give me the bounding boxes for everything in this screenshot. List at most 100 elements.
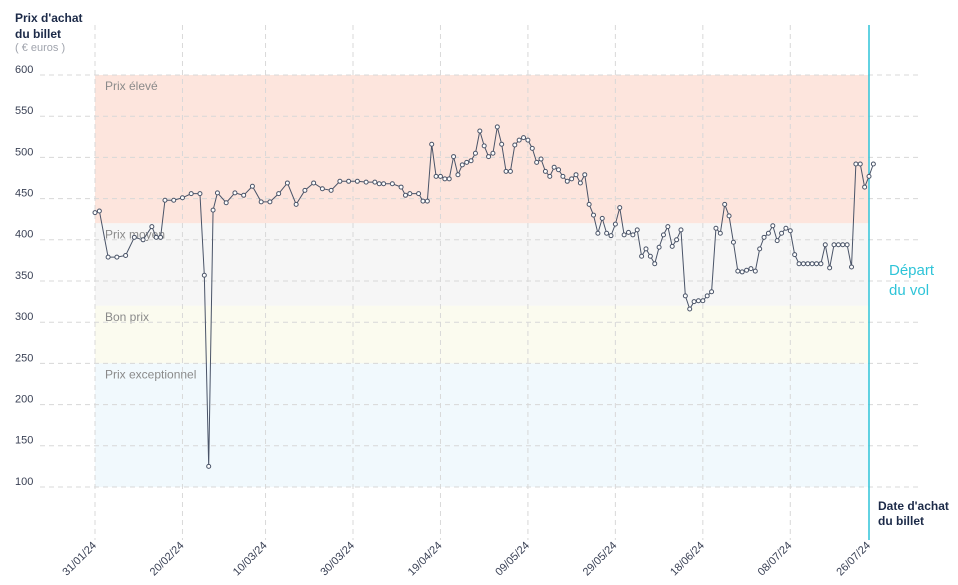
price-point — [429, 141, 435, 147]
price-band — [95, 363, 869, 487]
price-point — [437, 173, 443, 179]
price-point — [123, 252, 129, 258]
x-tick-label: 18/06/24 — [668, 540, 707, 579]
x-tick-label: 19/04/24 — [406, 540, 445, 579]
price-point — [660, 232, 666, 238]
price-point — [420, 198, 426, 204]
y-tick-label: 400 — [15, 229, 33, 241]
price-point — [687, 306, 693, 312]
price-point — [577, 180, 583, 186]
price-point — [446, 176, 452, 182]
price-point — [757, 246, 763, 252]
y-tick-label: 500 — [15, 146, 33, 158]
price-point — [337, 178, 343, 184]
price-point — [621, 232, 627, 238]
price-point — [652, 261, 658, 267]
price-point — [346, 178, 352, 184]
y-tick-label: 350 — [15, 270, 33, 282]
band-label: Prix moyen — [105, 227, 165, 241]
price-point — [547, 173, 553, 179]
price-point — [376, 181, 382, 187]
price-point — [486, 154, 492, 160]
price-point — [564, 178, 570, 184]
band-label: Prix élevé — [105, 79, 158, 93]
price-point — [516, 137, 522, 143]
price-point — [131, 234, 137, 240]
price-point — [551, 164, 557, 170]
price-point — [599, 215, 605, 221]
price-point — [674, 237, 680, 243]
price-point — [814, 261, 820, 267]
price-point — [822, 242, 828, 248]
departure-label: du vol — [889, 282, 929, 299]
price-point — [796, 261, 802, 267]
price-point — [503, 168, 509, 174]
y-tick-label: 250 — [15, 352, 33, 364]
departure-label: Départ — [889, 262, 935, 279]
price-point — [625, 229, 631, 235]
price-point — [604, 230, 610, 236]
price-point — [210, 207, 216, 213]
y-axis-title: Prix d'achat — [15, 11, 83, 25]
price-point — [328, 187, 334, 193]
price-point — [477, 128, 483, 134]
price-point — [818, 261, 824, 267]
price-point — [179, 195, 185, 201]
price-point — [844, 242, 850, 248]
y-tick-label: 300 — [15, 311, 33, 323]
price-point — [206, 463, 212, 469]
price-point — [744, 267, 750, 273]
x-axis-title: Date d'achat — [878, 499, 949, 513]
x-tick-label: 31/01/24 — [60, 540, 99, 579]
price-point — [630, 232, 636, 238]
price-point — [521, 135, 527, 141]
price-point — [149, 224, 155, 230]
price-point — [459, 162, 465, 168]
price-band — [95, 223, 869, 306]
price-point — [695, 298, 701, 304]
price-point — [582, 172, 588, 178]
price-point — [381, 181, 387, 187]
price-point — [201, 272, 207, 278]
price-point — [258, 199, 264, 205]
price-point — [774, 238, 780, 244]
price-point — [831, 242, 837, 248]
price-point — [442, 176, 448, 182]
price-point — [114, 254, 120, 260]
y-axis-title: du billet — [15, 27, 61, 41]
price-point — [293, 201, 299, 207]
price-point — [809, 261, 815, 267]
price-point — [866, 173, 872, 179]
price-point — [512, 142, 518, 148]
price-point — [857, 161, 863, 167]
price-point — [853, 161, 859, 167]
price-point — [569, 176, 575, 182]
price-point — [188, 191, 194, 197]
y-tick-label: 100 — [15, 476, 33, 488]
price-line — [94, 126, 874, 467]
price-point — [656, 244, 662, 250]
price-point — [468, 158, 474, 164]
price-point — [761, 234, 767, 240]
price-point — [591, 212, 597, 218]
price-point — [617, 205, 623, 211]
price-point — [158, 234, 164, 240]
price-point — [647, 253, 653, 259]
x-tick-label: 09/05/24 — [493, 540, 532, 579]
price-point — [402, 192, 408, 198]
price-point — [416, 191, 422, 197]
price-point — [302, 187, 308, 193]
price-point — [862, 184, 868, 190]
price-point — [494, 124, 500, 130]
price-point — [451, 154, 457, 160]
x-tick-label: 29/05/24 — [581, 540, 620, 579]
price-point — [556, 167, 562, 173]
price-point — [726, 213, 732, 219]
price-point — [748, 266, 754, 272]
price-point — [534, 159, 540, 165]
price-point — [787, 228, 793, 234]
price-point — [455, 172, 461, 178]
price-point — [96, 208, 102, 214]
price-point — [424, 198, 430, 204]
